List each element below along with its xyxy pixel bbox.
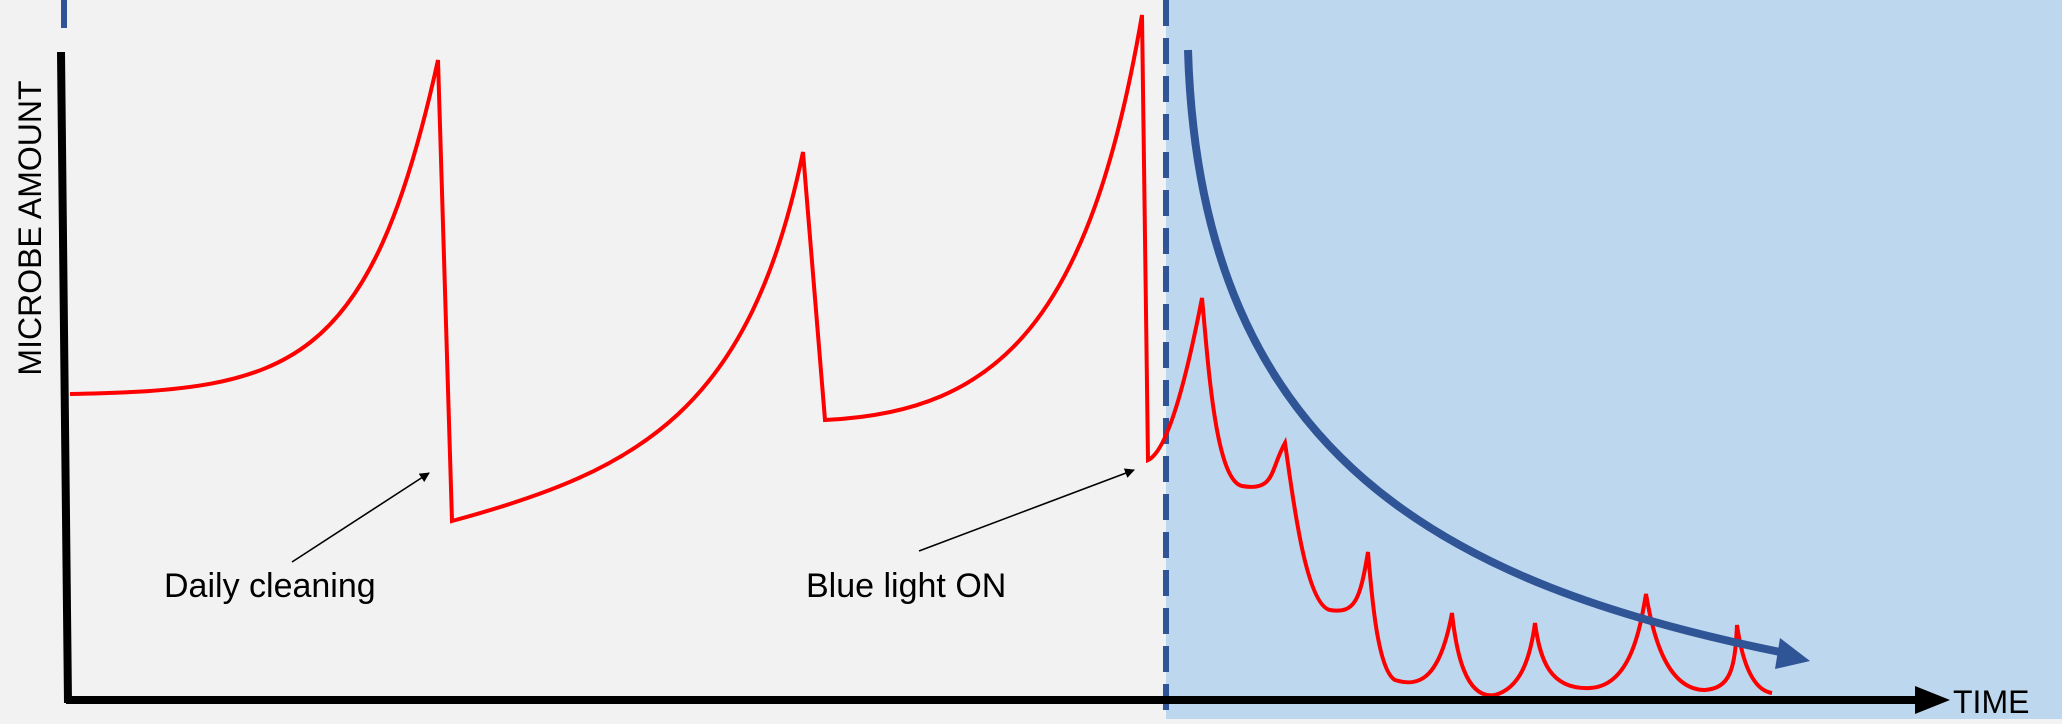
x-axis-arrowhead xyxy=(1915,686,1950,714)
blue-light-annotation-label: Blue light ON xyxy=(806,567,1006,605)
y-axis xyxy=(57,51,72,704)
blue-light-region xyxy=(1166,0,2062,719)
blue-light-annotation-arrow xyxy=(918,468,1135,552)
decay-trend-arrowhead xyxy=(1775,638,1810,669)
x-axis-label: TIME xyxy=(1953,684,2029,719)
cleaning-annotation-label: Daily cleaning xyxy=(164,567,376,605)
decay-trend-arrow xyxy=(1184,49,1781,656)
cleaning-annotation-arrow xyxy=(291,472,430,563)
microbe-amount-curve xyxy=(69,14,1773,698)
top-left-tick xyxy=(61,0,67,28)
y-axis-label: MICROBE AMOUNT xyxy=(12,80,48,375)
